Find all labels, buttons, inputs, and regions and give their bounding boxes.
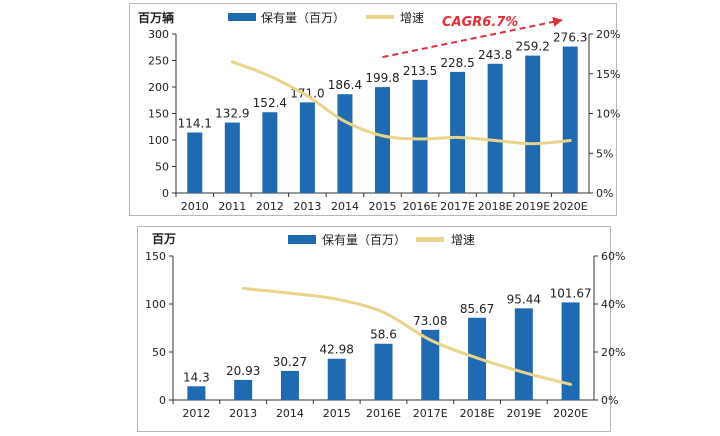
x-tick-label: 2017E [413, 407, 448, 420]
y-unit-label: 百万 [152, 232, 176, 246]
x-tick-label: 2012 [256, 200, 284, 213]
bar [412, 79, 428, 193]
legend-line-label: 增速 [451, 233, 475, 247]
bar-value-label: 132.9 [215, 107, 249, 121]
bar-value-label: 186.4 [328, 78, 362, 92]
bar-value-label: 95.44 [507, 292, 541, 306]
bar [234, 379, 253, 400]
y-tick-label-right: 0% [601, 394, 618, 407]
y-tick-label-right: 60% [601, 250, 625, 263]
x-tick-label: 2016E [403, 200, 438, 213]
bar [299, 102, 315, 193]
y-tick-label-right: 0% [596, 187, 613, 200]
bar [525, 55, 541, 194]
y-tick-label-right: 20% [601, 346, 625, 359]
growth-line [241, 286, 573, 386]
bar [337, 94, 353, 193]
bar-value-label: 20.93 [226, 364, 260, 378]
legend-bar-label: 保有量（百万） [261, 11, 345, 25]
growth-line [230, 60, 572, 146]
y-tick-label-right: 40% [601, 298, 625, 311]
bar [450, 71, 466, 193]
y-tick-label-left: 200 [148, 81, 169, 94]
y-tick-label-left: 100 [145, 298, 166, 311]
y-tick-label-left: 50 [152, 346, 166, 359]
bar-value-label: 58.6 [370, 328, 397, 342]
x-tick-label: 2013 [293, 200, 321, 213]
bar [327, 358, 346, 400]
x-tick-label: 2019E [506, 407, 541, 420]
bar [562, 46, 578, 193]
x-tick-label: 2011 [218, 200, 246, 213]
bar-value-label: 276.3 [553, 31, 587, 45]
y-tick-label-left: 0 [162, 187, 169, 200]
cagr-arrow-line [382, 19, 563, 59]
bar [561, 302, 580, 400]
cagr-annotation: CAGR6.7% [442, 15, 518, 30]
chart-panel-vehicle-stock: 百万辆 保有量（百万） 增速 CAGR6.7% 0 50 100 150 200 250 3… [129, 3, 620, 216]
y-tick-label-left: 150 [148, 108, 169, 121]
cagr-arrow-head [552, 16, 563, 27]
y-tick-label-left: 50 [155, 161, 169, 174]
chart-panel-secondary-stock: 百万 保有量（百万） 增速 0 50 100 150 0% 20% 40% 60% 14.3 20… [137, 226, 625, 432]
bar-value-label: 243.8 [478, 48, 512, 62]
y-tick-label-left: 250 [148, 55, 169, 68]
legend-line-swatch [366, 15, 394, 19]
bar-value-label: 114.1 [178, 117, 212, 131]
x-tick-label: 2020E [553, 407, 588, 420]
y-tick-label-right: 5% [596, 147, 613, 160]
bar-value-label: 85.67 [460, 302, 494, 316]
bar-value-label: 101.67 [550, 286, 592, 300]
x-tick-label: 2012 [182, 407, 210, 420]
y-tick-label-right: 15% [596, 68, 620, 81]
y-tick-label-right: 20% [596, 28, 620, 41]
x-tick-label: 2014 [276, 407, 304, 420]
bar [375, 87, 390, 193]
legend-bar-swatch [228, 13, 256, 21]
bar [280, 370, 299, 400]
x-tick-label: 2017E [440, 200, 475, 213]
bar [421, 329, 440, 400]
legend-line-swatch [416, 237, 444, 242]
x-tick-label: 2016E [366, 407, 401, 420]
x-tick-label: 2018E [478, 200, 513, 213]
bar-value-label: 30.27 [273, 355, 307, 369]
legend-line-label: 增速 [400, 11, 424, 25]
chart-vehicle-stock: 百万辆 保有量（百万） 增速 CAGR6.7% 0 50 100 150 200 250 3… [138, 10, 620, 213]
x-tick-label: 2015 [323, 407, 351, 420]
legend-bar-swatch [288, 235, 316, 244]
x-tick-label: 2013 [229, 407, 257, 420]
x-tick-label: 2019E [515, 200, 550, 213]
bar [262, 112, 278, 193]
bar [374, 343, 393, 400]
x-tick-label: 2018E [460, 407, 495, 420]
bar-value-label: 259.2 [516, 40, 550, 54]
bar [187, 386, 206, 400]
bar-value-label: 199.8 [365, 71, 399, 85]
chart-secondary-stock: 百万 保有量（百万） 增速 0 50 100 150 0% 20% 40% 60% 14.3 20… [145, 232, 625, 420]
bar-value-label: 152.4 [253, 96, 287, 110]
bar-value-label: 73.08 [413, 314, 447, 328]
bar [224, 122, 240, 193]
y-tick-label-left: 150 [145, 250, 166, 263]
bar-value-label: 213.5 [403, 64, 437, 78]
x-tick-label: 2020E [553, 200, 588, 213]
x-tick-label: 2015 [369, 200, 397, 213]
y-tick-label-left: 100 [148, 134, 169, 147]
bar [187, 132, 203, 193]
y-tick-label-left: 300 [148, 28, 169, 41]
bar-value-label: 14.3 [183, 370, 210, 384]
bar [514, 308, 533, 400]
legend-bar-label: 保有量（百万） [322, 233, 406, 247]
bar-value-label: 228.5 [440, 56, 474, 70]
x-tick-label: 2010 [181, 200, 209, 213]
bar-value-label: 42.98 [320, 343, 354, 357]
x-tick-label: 2014 [331, 200, 359, 213]
bar [487, 63, 503, 194]
y-tick-label-left: 0 [159, 394, 166, 407]
y-tick-label-right: 10% [596, 108, 620, 121]
y-unit-label: 百万辆 [138, 10, 174, 25]
